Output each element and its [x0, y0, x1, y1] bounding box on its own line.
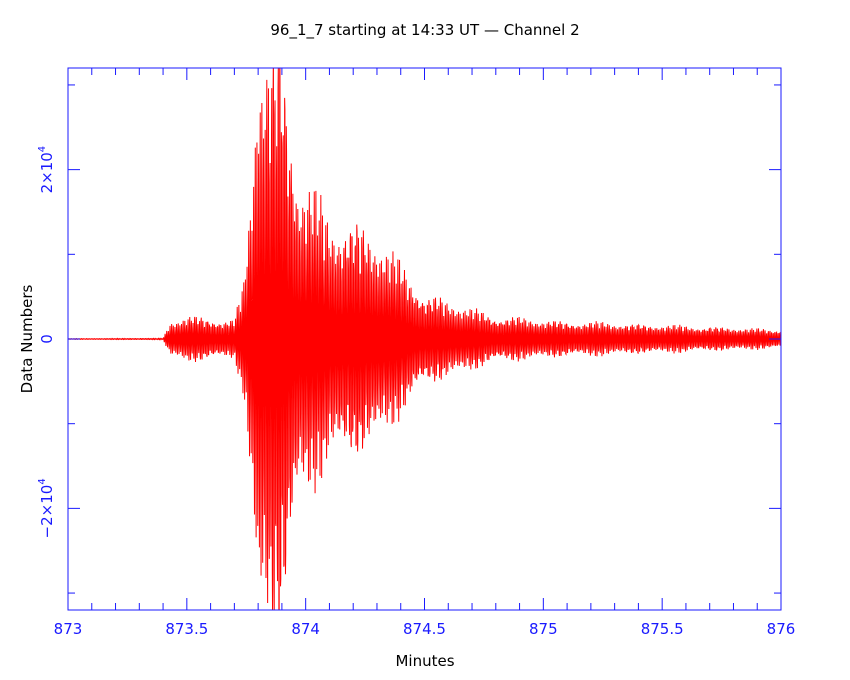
x-tick-label: 873: [54, 620, 83, 638]
x-axis-label: Minutes: [395, 652, 454, 670]
y-axis-label: Data Numbers: [18, 284, 36, 393]
y-tick-label: −2×104: [37, 478, 56, 538]
y-tick-exponent: 4: [37, 478, 48, 484]
y-tick-mantissa: −2×10: [38, 485, 56, 539]
chart-title: 96_1_7 starting at 14:33 UT — Channel 2: [270, 21, 579, 40]
x-tick-label: 873.5: [165, 620, 208, 638]
y-tick-label: 0: [38, 334, 56, 344]
y-tick-label: 2×104: [37, 146, 56, 194]
y-tick-mantissa: 2×10: [38, 152, 56, 193]
x-tick-label: 875: [529, 620, 558, 638]
x-axis-ticks: 873 873.5 874 874.5 875 875.5 876: [54, 68, 796, 638]
x-tick-label: 874: [291, 620, 320, 638]
x-tick-label: 874.5: [403, 620, 446, 638]
y-tick-mantissa: 0: [38, 334, 56, 344]
x-tick-label: 876: [767, 620, 796, 638]
trace-layer: [68, 68, 781, 610]
x-tick-label: 875.5: [641, 620, 684, 638]
seismogram-trace: [68, 68, 781, 610]
y-tick-exponent: 4: [37, 146, 48, 152]
